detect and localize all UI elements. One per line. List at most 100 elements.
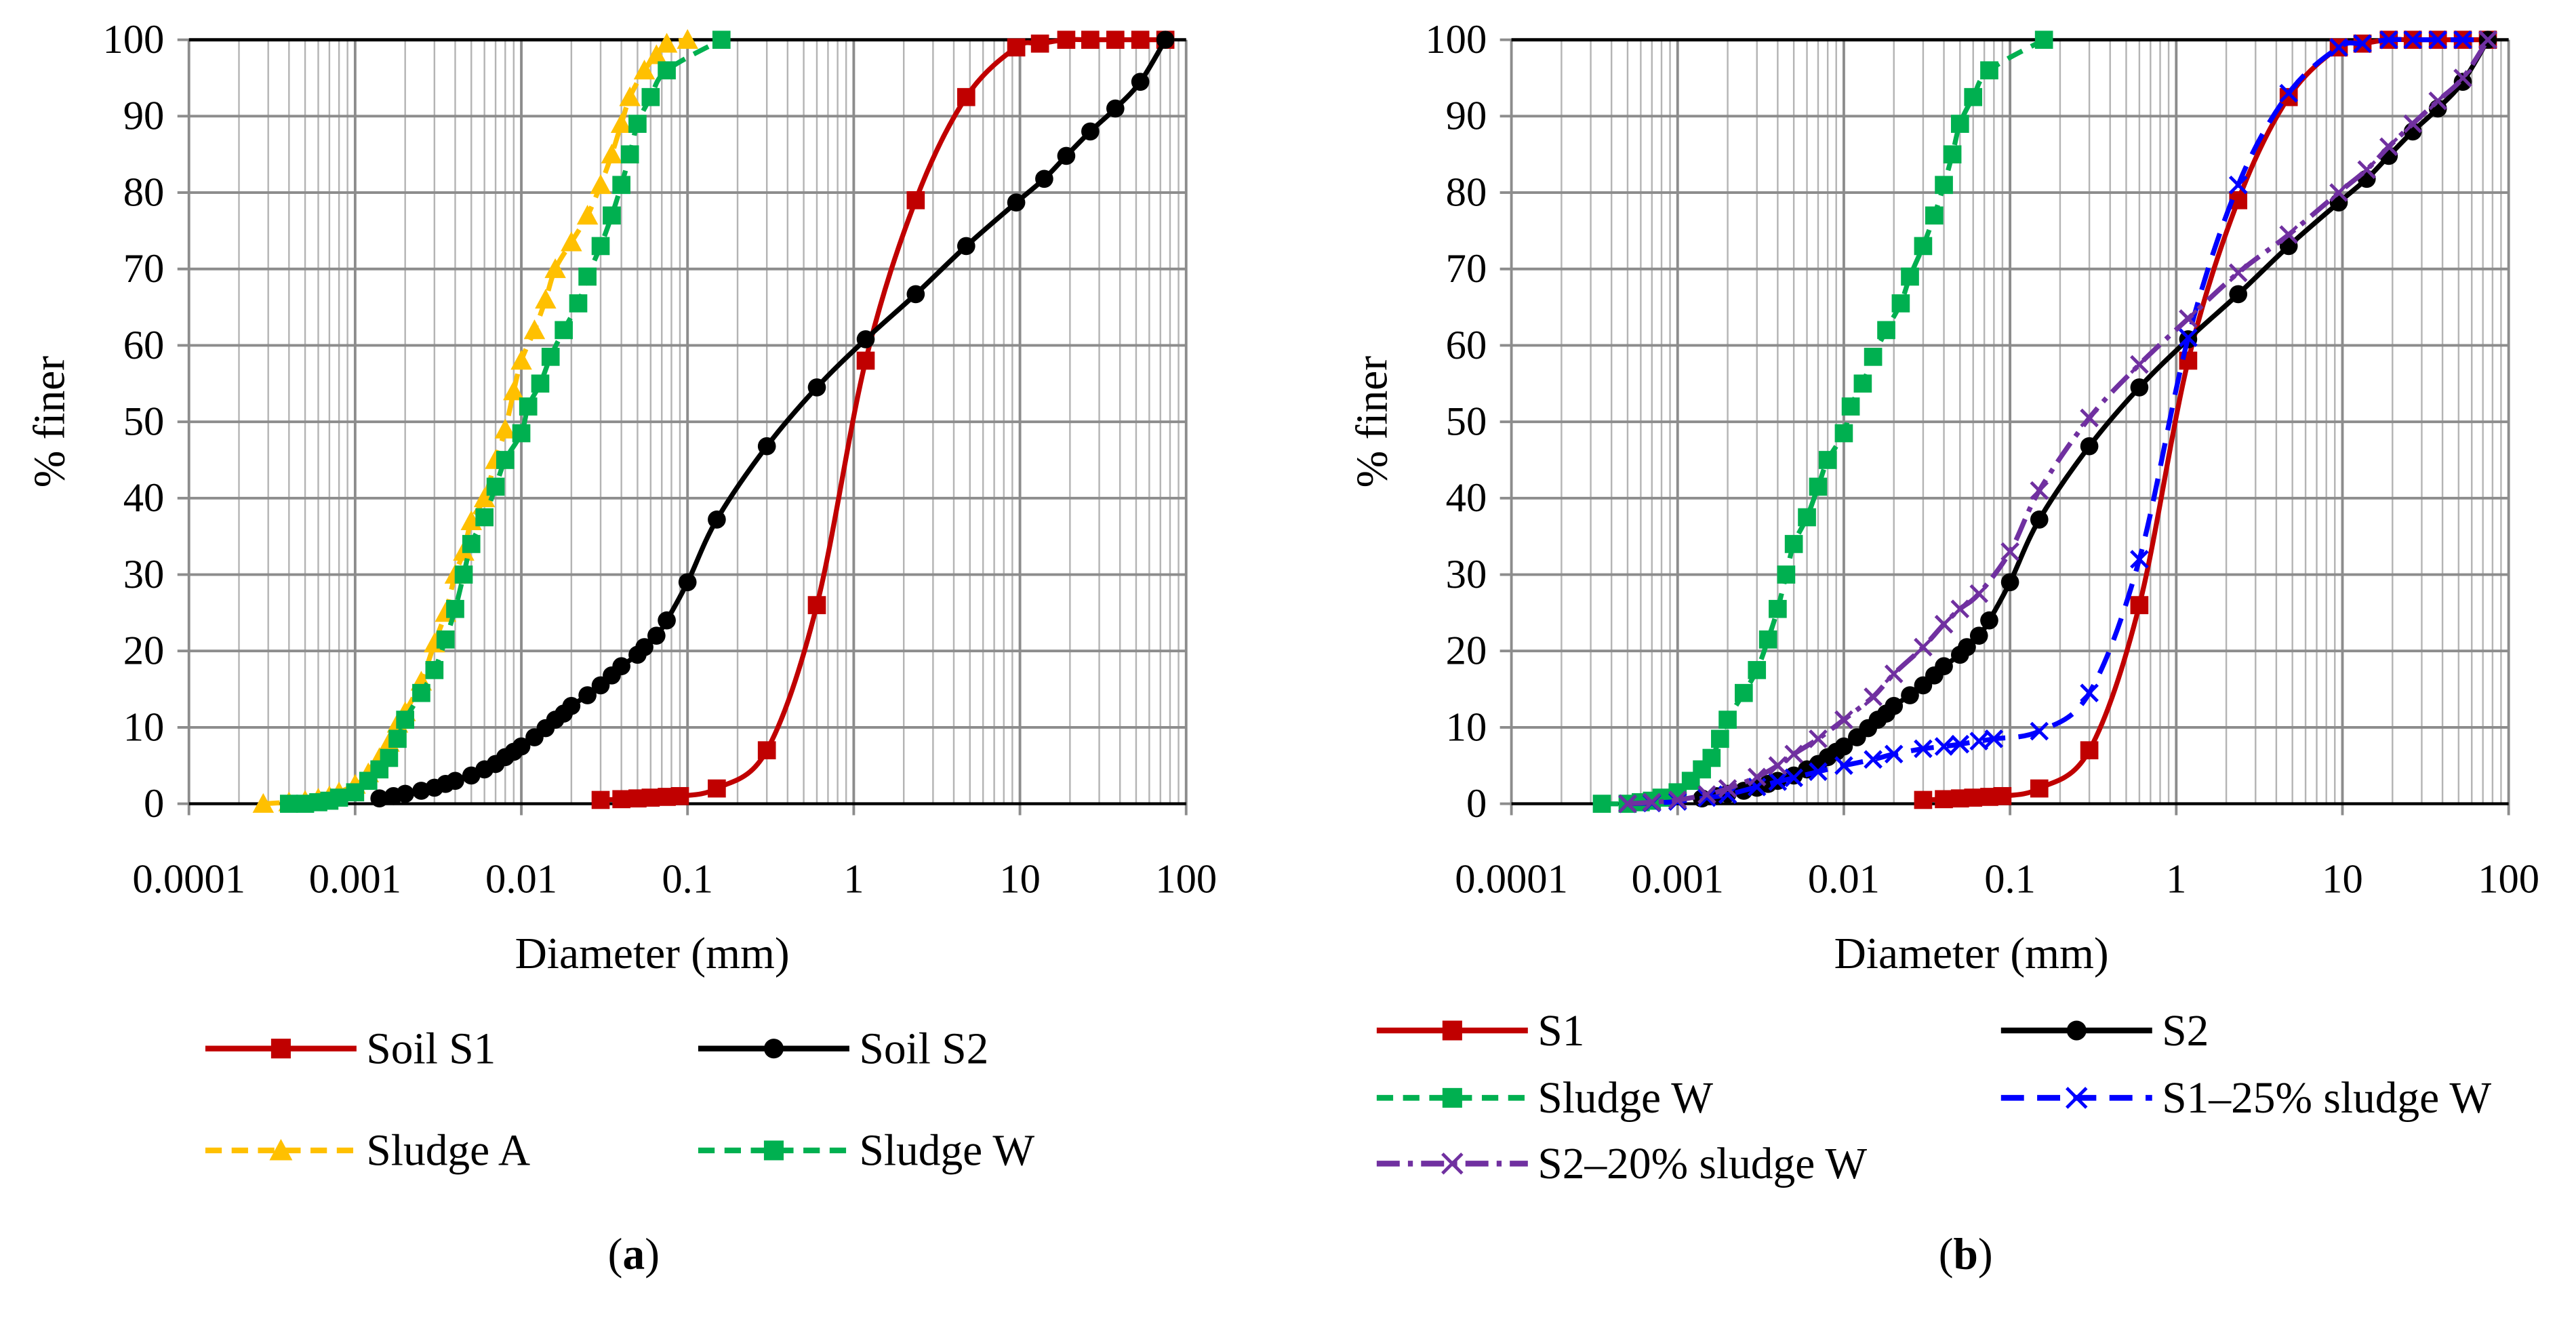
chart-b: 0 10 20 30 40 50 60 70 80 90 100 0.0001 0.001 0.01 0.1… [1348, 17, 2539, 1279]
data-point [635, 638, 653, 656]
data-point [1697, 785, 1716, 804]
data-point [2478, 30, 2497, 49]
data-point [2428, 30, 2448, 49]
data-point [1864, 687, 1883, 706]
data-point [1950, 734, 1970, 754]
data-point [569, 294, 588, 313]
data-point [2130, 355, 2149, 374]
data-point [2179, 328, 2198, 348]
data-point [388, 729, 407, 748]
data-point [578, 686, 597, 704]
data-point [370, 789, 389, 808]
data-point [2000, 573, 2019, 592]
y-tick-label: 10 [1446, 704, 1487, 750]
x-tick-label: 1 [2166, 856, 2186, 902]
panel-caption: (a) [608, 1230, 660, 1279]
data-point [1106, 31, 1125, 49]
legend-marker-icon [1442, 1087, 1462, 1108]
data-point [1007, 38, 1026, 57]
data-point [757, 741, 776, 760]
data-point [1925, 206, 1944, 225]
data-point [1784, 744, 1803, 764]
data-point [544, 258, 566, 279]
data-point [1958, 638, 1976, 656]
data-point [1777, 565, 1796, 584]
y-tick-label: 40 [1446, 475, 1487, 521]
data-point [462, 535, 481, 553]
series-soil-s1 [591, 31, 1175, 809]
data-point [2329, 193, 2348, 212]
y-tick-label: 80 [123, 169, 165, 215]
data-point [906, 285, 925, 304]
data-point [1618, 794, 1637, 814]
data-point [1030, 34, 1049, 53]
data-point [396, 784, 415, 803]
data-point [1747, 767, 1767, 786]
y-tick-label: 0 [1466, 781, 1487, 826]
x-axis-title: Diameter (mm) [1834, 929, 2109, 978]
data-point [1592, 795, 1611, 813]
data-point [1768, 772, 1788, 791]
data-point [2279, 225, 2299, 244]
data-point [412, 683, 430, 702]
data-point [1969, 584, 1989, 603]
data-point [2034, 31, 2053, 49]
legend-item: S2 [2000, 1007, 2209, 1056]
data-point [535, 289, 557, 309]
data-point [2279, 237, 2298, 256]
data-point [2179, 309, 2198, 328]
data-point [957, 237, 975, 256]
data-point [496, 451, 515, 469]
y-tick-label: 50 [123, 399, 165, 445]
data-point [252, 793, 275, 813]
data-point [2403, 30, 2423, 49]
data-point [1864, 750, 1883, 769]
data-point [612, 790, 630, 809]
data-point [610, 113, 632, 133]
data-point [591, 790, 610, 809]
data-point [656, 33, 678, 53]
data-point [2379, 30, 2398, 49]
data-point [757, 437, 776, 456]
data-point [1106, 99, 1125, 118]
data-point [1914, 739, 1933, 759]
legend-marker-icon [763, 1039, 784, 1059]
data-point [2130, 378, 2149, 397]
legend-label: Sludge W [859, 1127, 1034, 1176]
x-tick-label: 10 [999, 856, 1041, 902]
data-point [2229, 285, 2248, 304]
caption-letter: b [1953, 1230, 1977, 1279]
data-point [1784, 535, 1803, 553]
panel-caption: (b) [1939, 1230, 1993, 1279]
legend-marker-icon [1441, 1152, 1464, 1175]
data-point [1980, 611, 1998, 630]
data-point [1131, 31, 1150, 49]
y-tick-label: 20 [123, 628, 165, 674]
y-tick-label: 40 [123, 475, 165, 521]
data-point [2228, 175, 2248, 195]
data-point [2030, 779, 2049, 798]
data-point [2379, 137, 2398, 157]
legend-marker-icon [2066, 1020, 2087, 1041]
x-tick-label: 0.0001 [132, 856, 245, 902]
data-point [1914, 237, 1933, 256]
data-point [329, 788, 348, 807]
data-point [1980, 61, 1998, 80]
data-point [541, 348, 560, 366]
y-tick-label: 50 [1446, 399, 1487, 445]
data-point [1809, 729, 1828, 748]
data-point [1748, 661, 1767, 679]
data-point [425, 661, 444, 679]
data-point [619, 86, 641, 106]
legend-label: Soil S2 [859, 1024, 988, 1073]
data-point [1969, 626, 1988, 645]
data-point [712, 31, 731, 49]
data-point [1768, 756, 1788, 776]
data-point [510, 350, 532, 370]
data-point [591, 237, 610, 256]
data-point [531, 374, 550, 393]
data-point [512, 737, 531, 756]
x-tick-label: 100 [2478, 856, 2539, 902]
data-point [1007, 193, 1026, 212]
y-tick-label: 80 [1446, 169, 1487, 215]
